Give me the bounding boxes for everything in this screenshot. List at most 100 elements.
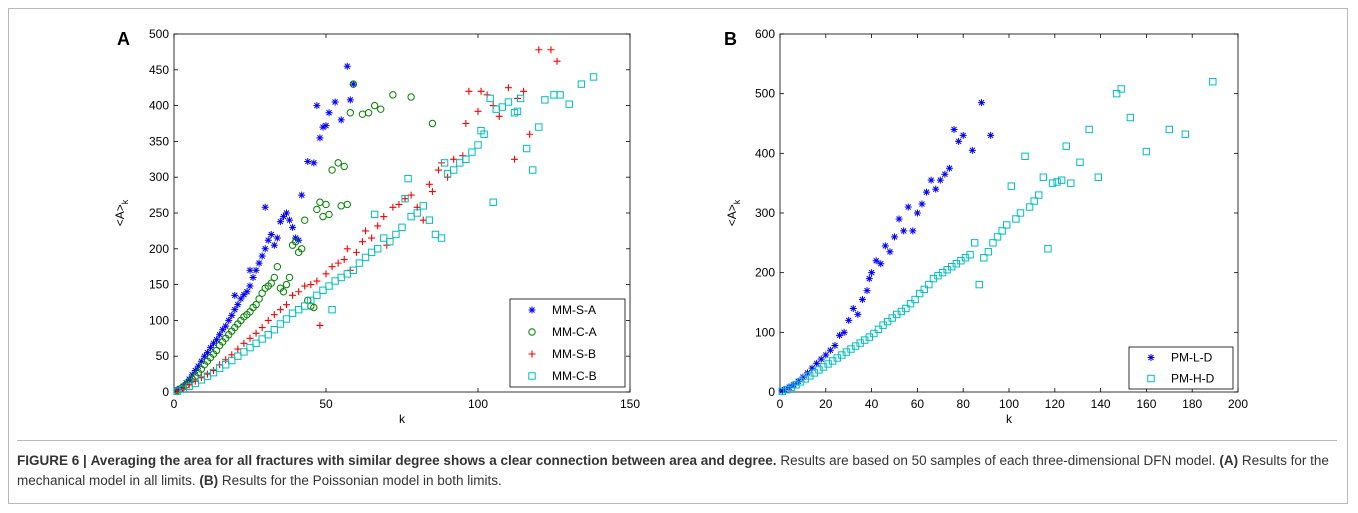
point-MM-S-B [425, 180, 433, 188]
point-MM-S-A [246, 282, 254, 290]
point-MM-S-B [343, 245, 351, 253]
point-PM-L-D [831, 341, 839, 349]
point-MM-C-A [267, 279, 275, 287]
point-MM-S-B [547, 46, 555, 54]
point-MM-S-B [428, 188, 436, 196]
point-PM-H-D [902, 304, 910, 313]
point-MM-S-A [325, 109, 333, 117]
point-MM-S-B [316, 321, 324, 329]
point-PM-H-D [906, 299, 915, 308]
point-PM-L-D [790, 381, 798, 389]
point-MM-C-A [273, 263, 282, 271]
point-PM-L-D [913, 209, 921, 217]
point-PM-L-D [936, 176, 944, 184]
point-MM-S-A [319, 123, 327, 131]
point-MM-S-A [270, 241, 278, 249]
point-MM-S-A [313, 102, 321, 110]
point-MM-S-A [331, 98, 339, 106]
point-MM-S-A [276, 218, 284, 226]
point-MM-C-B [264, 331, 272, 339]
data-points-b [778, 78, 1217, 396]
point-MM-C-B [529, 166, 537, 174]
y-tick-label-a: 0 [162, 385, 169, 399]
point-PM-L-D [895, 215, 903, 223]
point-PM-L-D [840, 328, 848, 336]
point-PM-H-D [1057, 176, 1066, 184]
point-PM-L-D [904, 203, 912, 211]
x-axis-label-b: k [1006, 412, 1013, 426]
x-tick-label-b: 180 [1182, 397, 1202, 411]
point-MM-S-B [203, 370, 211, 378]
point-PM-H-D [1035, 191, 1043, 199]
point-PM-L-D [872, 257, 880, 265]
point-MM-S-B [322, 270, 330, 278]
x-tick-label-b: 100 [999, 397, 1019, 411]
point-MM-S-A [216, 331, 224, 339]
point-PM-H-D [970, 239, 979, 247]
point-PM-H-D [989, 239, 997, 247]
point-MM-S-A [191, 367, 199, 375]
point-MM-C-B [349, 266, 358, 274]
point-MM-C-B [221, 361, 230, 369]
point-MM-S-B [270, 311, 278, 319]
point-MM-C-A [291, 237, 300, 246]
point-PM-L-D [968, 146, 976, 154]
point-MM-C-A [364, 109, 373, 117]
point-PM-L-D [822, 351, 830, 359]
point-MM-S-A [210, 339, 218, 347]
point-PM-L-D [987, 131, 995, 139]
point-MM-S-B [419, 216, 427, 224]
point-MM-S-A [231, 291, 239, 299]
point-MM-C-B [331, 277, 339, 285]
point-PM-L-D [868, 269, 876, 277]
point-MM-S-B [450, 155, 458, 163]
point-MM-S-B [282, 301, 290, 309]
point-MM-C-B [431, 230, 440, 239]
legend-label-MM-C-A: MM-C-A [552, 325, 597, 339]
point-PM-H-D [1076, 158, 1084, 166]
point-PM-H-D [1025, 203, 1034, 211]
point-MM-S-A [286, 216, 294, 224]
point-PM-L-D [813, 359, 821, 367]
point-PM-H-D [1117, 85, 1125, 93]
point-PM-L-D [849, 304, 857, 312]
point-MM-S-B [477, 87, 485, 95]
point-PM-H-D [1067, 179, 1075, 187]
series-MM-C-A [173, 80, 437, 395]
point-PM-L-D [945, 164, 953, 172]
point-MM-S-B [264, 316, 272, 324]
point-MM-S-A [346, 96, 354, 104]
point-MM-C-B [380, 234, 388, 242]
point-MM-S-B [407, 191, 415, 199]
point-MM-C-A [322, 200, 330, 209]
point-MM-C-B [288, 309, 297, 317]
point-MM-C-B [313, 291, 321, 300]
caption-b-text: Results for the Poissonian model in both… [221, 473, 502, 488]
legend-a: MM-S-A MM-C-A MM-S-B MM-C-B [509, 298, 626, 388]
point-MM-S-B [389, 203, 397, 211]
point-MM-S-B [401, 195, 409, 203]
point-MM-S-A [219, 326, 227, 334]
point-MM-C-A [407, 93, 415, 101]
point-MM-C-A [328, 166, 336, 174]
point-MM-C-B [522, 144, 531, 153]
y-tick-label-a: 200 [149, 242, 169, 256]
x-tick-label-b: 200 [1228, 397, 1248, 411]
point-MM-C-B [355, 259, 364, 267]
point-MM-C-B [413, 209, 421, 217]
point-MM-C-B [328, 305, 336, 314]
series-PM-L-D [778, 99, 995, 395]
y-tick-label-a: 150 [149, 278, 169, 292]
point-PM-H-D [1085, 125, 1093, 134]
point-MM-S-B [553, 57, 561, 65]
point-MM-S-A [243, 288, 251, 296]
point-PM-L-D [886, 248, 894, 256]
point-MM-C-A [252, 300, 260, 309]
point-MM-S-B [313, 277, 321, 285]
point-MM-S-B [474, 107, 482, 115]
x-tick-label-b: 120 [1045, 397, 1065, 411]
point-MM-S-A [206, 344, 214, 352]
point-MM-S-B [374, 222, 382, 230]
point-MM-C-B [577, 80, 586, 88]
point-PM-L-D [950, 125, 958, 133]
